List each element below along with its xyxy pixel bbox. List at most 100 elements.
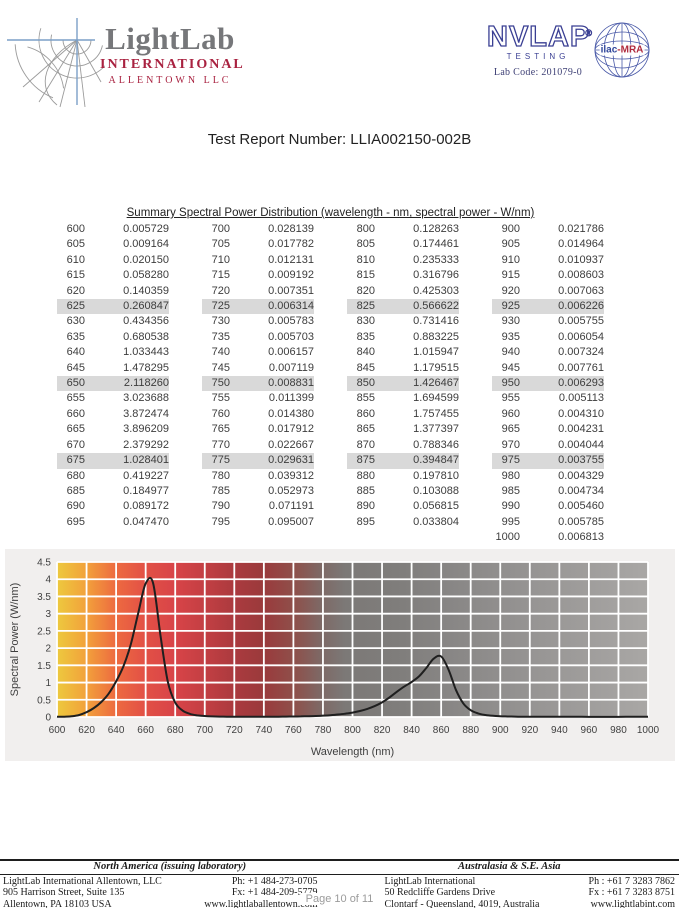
table-row: 660 3.872474 (57, 407, 169, 422)
wavelength-cell: 650 (66, 377, 85, 390)
spectral-power-cell: 1.179515 (413, 361, 459, 374)
spectral-power-cell: 0.006293 (558, 377, 604, 390)
table-row: 930 0.005755 (492, 314, 604, 329)
spectral-power-cell: 2.379292 (123, 438, 169, 451)
spectral-power-cell: 0.009164 (123, 238, 169, 251)
spectral-power-cell: 0.007761 (558, 361, 604, 374)
table-row: 600 0.005729 (57, 222, 169, 237)
table-row: 690 0.089172 (57, 499, 169, 514)
spectral-power-cell: 0.004329 (558, 469, 604, 482)
table-row: 715 0.009192 (202, 268, 314, 283)
wavelength-cell: 890 (356, 500, 375, 513)
table-row: 970 0.004044 (492, 438, 604, 453)
wavelength-cell: 970 (501, 438, 520, 451)
svg-text:940: 940 (551, 725, 568, 736)
svg-text:2: 2 (45, 644, 51, 655)
table-row: 775 0.029631 (202, 453, 314, 469)
spectral-power-cell: 0.788346 (413, 438, 459, 451)
spectral-power-cell: 0.005755 (558, 315, 604, 328)
spectral-power-cell: 0.052973 (268, 484, 314, 497)
table-row: 675 1.028401 (57, 453, 169, 469)
spectral-power-cell: 0.005703 (268, 330, 314, 343)
spectral-power-cell: 0.009192 (268, 269, 314, 282)
spectral-power-cell: 0.140359 (123, 284, 169, 297)
spectral-power-cell: 0.005785 (558, 515, 604, 528)
spectral-power-cell: 1.015947 (413, 346, 459, 359)
spectral-power-cell: 0.008603 (558, 269, 604, 282)
table-row: 800 0.128263 (347, 222, 459, 237)
logo-international: INTERNATIONAL (100, 57, 245, 72)
svg-text:780: 780 (315, 725, 332, 736)
spectral-power-cell: 0.316796 (413, 269, 459, 282)
spectral-power-cell: 0.006813 (558, 531, 604, 544)
wavelength-cell: 640 (66, 346, 85, 359)
spectral-power-cell: 1.757455 (413, 407, 459, 420)
svg-text:660: 660 (137, 725, 154, 736)
table-row: 795 0.095007 (202, 515, 314, 530)
table-row: 960 0.004310 (492, 407, 604, 422)
spectral-power-cell: 0.260847 (123, 300, 169, 313)
table-row: 850 1.426467 (347, 376, 459, 392)
svg-text:740: 740 (256, 725, 273, 736)
table-row: 955 0.005113 (492, 391, 604, 406)
wavelength-cell: 655 (66, 392, 85, 405)
wavelength-cell: 705 (211, 238, 230, 251)
spectral-power-cell: 3.896209 (123, 423, 169, 436)
registered-mark-icon: ® (585, 28, 593, 39)
footer-contact-text: Fx: +1 484-209-5779 (231, 887, 318, 899)
svg-text:1.5: 1.5 (37, 661, 51, 672)
spectral-power-cell: 0.394847 (413, 454, 459, 467)
spectral-power-cell: 0.005113 (558, 392, 604, 405)
spectral-power-cell: 1.377397 (413, 423, 459, 436)
spectral-power-cell: 0.006314 (268, 300, 314, 313)
lightlab-logo: LightLab INTERNATIONAL ALLENTOWN LLC (5, 5, 255, 108)
nvlap-logo: NVLAP ® TESTING Lab Code: 201079-0 (486, 21, 592, 78)
spectral-power-cell: 0.033804 (413, 515, 459, 528)
wavelength-cell: 750 (211, 377, 230, 390)
spectral-power-cell: 0.004734 (558, 484, 604, 497)
spectral-power-cell: 0.029631 (268, 454, 314, 467)
table-row: 665 3.896209 (57, 422, 169, 437)
spd-table-group-2: 700 0.028139 705 0.017782 710 0.012131 715 0.00… (202, 222, 314, 530)
spectral-power-cell: 0.039312 (268, 469, 314, 482)
svg-text:620: 620 (78, 725, 95, 736)
spectral-power-cell: 3.023688 (123, 392, 169, 405)
wavelength-cell: 720 (211, 284, 230, 297)
table-row: 610 0.020150 (57, 253, 169, 268)
table-row: 720 0.007351 (202, 284, 314, 299)
table-row: 925 0.006226 (492, 299, 604, 315)
spectral-power-cell: 0.680538 (123, 330, 169, 343)
svg-text:4.5: 4.5 (37, 558, 51, 569)
table-row: 845 1.179515 (347, 361, 459, 376)
page-number: Page 10 of 11 (299, 893, 380, 905)
spectral-power-cell: 1.033443 (123, 346, 169, 359)
footer-contact-text: www.lightlaballentown.com (204, 898, 318, 908)
table-row: 855 1.694599 (347, 391, 459, 406)
wavelength-cell: 950 (501, 377, 520, 390)
table-row: 640 1.033443 (57, 345, 169, 360)
spd-table-group-3: 800 0.128263 805 0.174461 810 0.235333 815 0.31… (347, 222, 459, 530)
table-row: 630 0.434356 (57, 314, 169, 329)
wavelength-cell: 790 (211, 500, 230, 513)
wavelength-cell: 880 (356, 469, 375, 482)
table-row: 770 0.022667 (202, 438, 314, 453)
wavelength-cell: 885 (356, 484, 375, 497)
table-row: 900 0.021786 (492, 222, 604, 237)
spectral-power-cell: 0.197810 (413, 469, 459, 482)
spectral-power-cell: 0.089172 (123, 500, 169, 513)
footer-au-lines: LightLab International Ph : +61 7 3283 78… (340, 875, 679, 908)
table-row: 605 0.009164 (57, 237, 169, 252)
wavelength-cell: 910 (501, 253, 520, 266)
spectral-power-cell: 0.017782 (268, 238, 314, 251)
table-row: 705 0.017782 (202, 237, 314, 252)
table-row: 890 0.056815 (347, 499, 459, 514)
table-row: 685 0.184977 (57, 484, 169, 499)
svg-text:2.5: 2.5 (37, 626, 51, 637)
spectral-power-cell: 0.011399 (268, 392, 314, 405)
spectral-power-cell: 0.020150 (123, 253, 169, 266)
wavelength-cell: 805 (356, 238, 375, 251)
spectral-power-cell: 1.478295 (123, 361, 169, 374)
report-footer: North America (issuing laboratory) Light… (0, 859, 679, 908)
table-row: 730 0.005783 (202, 314, 314, 329)
